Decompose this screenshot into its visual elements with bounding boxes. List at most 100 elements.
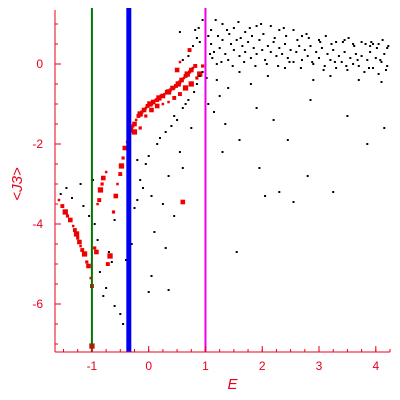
black-data-point xyxy=(311,61,314,63)
black-data-point xyxy=(292,61,295,63)
black-data-point xyxy=(292,201,295,203)
black-data-point xyxy=(323,65,326,67)
black-data-point xyxy=(228,33,231,35)
black-data-point xyxy=(309,99,312,101)
black-data-point xyxy=(130,243,133,245)
black-data-point xyxy=(198,41,201,43)
black-data-point xyxy=(227,87,230,89)
black-data-point xyxy=(332,191,335,193)
red-data-point xyxy=(182,76,186,80)
red-data-point xyxy=(175,81,181,87)
black-data-point xyxy=(284,43,286,45)
black-data-point xyxy=(136,159,139,161)
black-data-point xyxy=(264,195,267,197)
black-data-point xyxy=(244,31,247,33)
black-data-point xyxy=(343,51,346,53)
black-data-point xyxy=(352,43,355,45)
y-tick-label: 0 xyxy=(36,57,43,71)
red-data-point xyxy=(138,126,142,130)
black-data-point xyxy=(385,69,387,71)
red-data-point xyxy=(144,106,148,110)
black-data-point xyxy=(59,193,62,195)
red-data-point xyxy=(73,231,80,237)
red-data-point xyxy=(184,71,190,77)
black-data-point xyxy=(346,69,349,71)
black-data-point xyxy=(278,191,281,193)
black-data-point xyxy=(156,143,159,145)
red-data-point xyxy=(122,145,128,151)
red-data-point xyxy=(178,60,182,64)
black-data-point xyxy=(221,151,224,153)
black-data-point xyxy=(273,37,276,39)
black-data-point xyxy=(193,91,196,93)
black-data-point xyxy=(381,39,384,41)
red-data-point xyxy=(68,217,73,223)
red-data-point xyxy=(197,71,203,77)
black-data-point xyxy=(235,251,238,253)
black-data-point xyxy=(178,31,181,33)
black-data-point xyxy=(353,45,356,47)
black-data-point xyxy=(285,35,288,37)
red-data-point xyxy=(154,103,160,109)
black-data-point xyxy=(366,143,369,145)
black-data-point xyxy=(255,107,258,109)
black-data-point xyxy=(201,71,204,73)
black-data-point xyxy=(65,187,68,189)
black-data-point xyxy=(113,305,116,307)
red-data-point xyxy=(161,102,165,106)
black-data-point xyxy=(307,37,310,39)
black-data-point xyxy=(161,203,164,205)
red-data-point xyxy=(201,64,205,68)
black-data-point xyxy=(214,19,217,21)
red-data-point xyxy=(93,246,97,250)
black-data-point xyxy=(252,47,255,49)
black-data-point xyxy=(122,323,125,325)
black-data-point xyxy=(269,25,272,27)
black-data-point xyxy=(275,55,278,57)
red-data-point xyxy=(179,77,184,83)
red-data-point xyxy=(165,89,172,95)
black-data-point xyxy=(150,195,153,197)
black-data-point xyxy=(221,39,224,41)
black-data-point xyxy=(217,35,219,37)
black-data-point xyxy=(284,67,286,69)
black-data-point xyxy=(369,51,372,53)
black-data-point xyxy=(299,67,302,69)
black-data-point xyxy=(278,47,281,49)
black-data-point xyxy=(380,81,383,83)
black-data-point xyxy=(190,127,193,129)
black-data-point xyxy=(221,23,224,25)
black-data-point xyxy=(282,27,285,29)
black-data-point xyxy=(210,43,213,45)
black-data-point xyxy=(309,45,312,47)
red-data-point xyxy=(144,114,148,118)
black-data-point xyxy=(198,75,201,77)
black-data-point xyxy=(181,59,184,61)
black-data-point xyxy=(178,151,181,153)
black-data-point xyxy=(249,57,252,59)
axes-layer: -1 0 1 2 3 4 0 -2 -4 -6 xyxy=(32,10,391,373)
black-data-point xyxy=(335,41,338,43)
black-data-point xyxy=(235,39,238,41)
red-data-point xyxy=(172,96,177,100)
black-data-point xyxy=(356,59,359,61)
black-data-point xyxy=(306,175,309,177)
red-data-point xyxy=(182,85,189,91)
red-data-point xyxy=(72,228,77,232)
black-data-point xyxy=(319,41,322,43)
black-data-point xyxy=(125,259,127,261)
black-data-point xyxy=(264,59,267,61)
black-data-point xyxy=(201,19,204,21)
black-data-point xyxy=(254,65,257,67)
red-data-point xyxy=(86,263,91,269)
y-tick-label: -6 xyxy=(32,297,43,311)
black-data-point xyxy=(318,57,320,59)
black-data-point xyxy=(194,29,197,31)
red-data-point xyxy=(97,198,102,202)
black-data-point xyxy=(231,65,234,67)
black-data-point xyxy=(218,47,221,49)
black-data-point xyxy=(119,313,122,315)
black-data-point xyxy=(176,119,179,121)
black-data-point xyxy=(377,43,380,45)
black-data-point xyxy=(210,29,213,31)
